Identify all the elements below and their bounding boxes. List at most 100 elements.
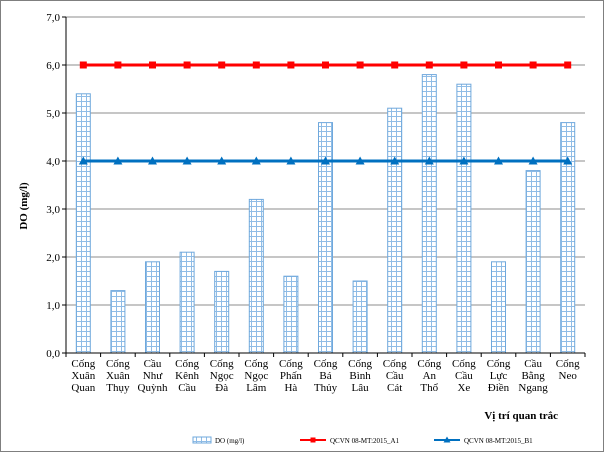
do-bar (491, 261, 506, 354)
x-category-label: Cống (487, 358, 511, 370)
x-category-label: Thủy (314, 382, 338, 394)
x-category-label: Cầu (524, 358, 542, 370)
a1-marker (218, 61, 226, 69)
x-category-label: Cầu (386, 370, 404, 382)
bar-series (75, 74, 576, 354)
x-category-label: Neo (559, 370, 578, 382)
b1-marker (459, 156, 469, 165)
x-category-label: Cống (279, 358, 303, 370)
x-category-label: Cống (348, 358, 372, 370)
x-category-label: Cống (210, 358, 234, 370)
x-category-label: Thổ (420, 382, 438, 394)
do-bar (421, 74, 437, 354)
x-category-label: Cống (556, 358, 580, 370)
y-tick-label: 3,0 (46, 204, 60, 216)
a1-marker (425, 61, 433, 69)
y-tick-label: 2,0 (46, 252, 60, 264)
do-bar (110, 290, 126, 354)
x-category-label: Xe (457, 382, 470, 394)
x-category-label: Quỳnh (138, 382, 168, 394)
a1-marker (391, 61, 399, 69)
b1-marker (113, 156, 123, 165)
y-tick-label: 5,0 (46, 108, 60, 120)
x-category-label: Cát (387, 382, 402, 394)
x-category-label: Kênh (175, 370, 199, 382)
b1-marker (148, 156, 157, 165)
do-bar (352, 280, 368, 354)
do-bar (456, 83, 472, 354)
b1-marker (251, 156, 261, 165)
b1-marker (424, 156, 434, 165)
x-category-label: Cống (417, 358, 441, 370)
x-category-label: Cống (71, 358, 95, 370)
a1-marker (495, 61, 502, 69)
axes: 0,01,02,03,04,05,06,07,0CốngXuânQuanCống… (46, 12, 586, 394)
legend-label: DO (mg/l) (215, 437, 245, 445)
y-tick-label: 0,0 (46, 348, 60, 360)
x-category-label: Cống (106, 358, 130, 370)
x-category-label: Cống (383, 358, 407, 370)
a1-marker (114, 61, 122, 69)
legend-label: QCVN 08-MT:2015_B1 (464, 437, 533, 445)
b1-marker (355, 156, 365, 165)
x-category-label: Đà (215, 382, 228, 394)
a1-marker (322, 61, 329, 69)
do-bar (145, 261, 160, 354)
legend-marker-triangle (443, 436, 451, 443)
x-category-label: Bình (349, 370, 371, 382)
y-axis-title: DO (mg/l) (18, 182, 30, 230)
x-category-label: Cống (175, 358, 199, 370)
y-tick-label: 7,0 (46, 12, 60, 24)
a1-marker (287, 61, 295, 69)
do-bar (283, 275, 299, 354)
b1-marker (78, 156, 88, 165)
legend-swatch-do (192, 436, 212, 444)
x-category-label: Cầu (144, 358, 162, 370)
do-bar (248, 198, 264, 354)
a1-marker (79, 61, 87, 69)
b1-marker (563, 156, 573, 165)
b1-marker (390, 156, 400, 165)
y-tick-label: 4,0 (46, 156, 60, 168)
a1-marker (356, 61, 364, 69)
do-bar (387, 107, 403, 354)
x-category-label: Bằng (521, 370, 545, 382)
a1-marker (149, 61, 156, 69)
x-category-label: An (423, 370, 437, 382)
x-category-label: Xuân (71, 370, 95, 382)
x-category-label: Ngang (518, 382, 548, 394)
x-category-label: Cống (314, 358, 338, 370)
legend-marker-square (310, 437, 316, 443)
do-bar (75, 93, 91, 354)
b1-marker (182, 156, 192, 165)
legend-label: QCVN 08-MT:2015_A1 (330, 437, 400, 445)
x-category-label: Lâu (352, 382, 370, 394)
b1-marker (286, 156, 296, 165)
x-category-label: Xuân (106, 370, 130, 382)
a1-marker (183, 61, 191, 69)
b1-marker (217, 156, 227, 165)
x-category-label: Cống (452, 358, 476, 370)
do-bar (179, 251, 195, 354)
do-bar (525, 170, 541, 354)
x-category-label: Quan (71, 382, 95, 394)
legend: DO (mg/l) QCVN 08-MT:2015_A1 QCVN 08-MT:20… (192, 436, 533, 445)
x-category-label: Ngọc (210, 370, 234, 382)
x-category-label: Ngọc (244, 370, 268, 382)
b1-marker (321, 156, 330, 165)
x-category-label: Như (143, 370, 163, 382)
do-bar (214, 270, 230, 354)
x-category-label: Hà (284, 382, 297, 394)
x-category-label: Lâm (246, 382, 267, 394)
x-category-label: Cầu (178, 382, 196, 394)
y-tick-label: 1,0 (46, 300, 60, 312)
x-category-label: Cống (244, 358, 268, 370)
x-category-label: Cầu (455, 370, 473, 382)
x-category-label: Bá (319, 370, 331, 382)
y-tick-label: 6,0 (46, 60, 60, 72)
x-axis-title: Vị trí quan trắc (484, 410, 558, 422)
line-series (78, 61, 573, 165)
x-category-label: Lực (490, 370, 508, 382)
